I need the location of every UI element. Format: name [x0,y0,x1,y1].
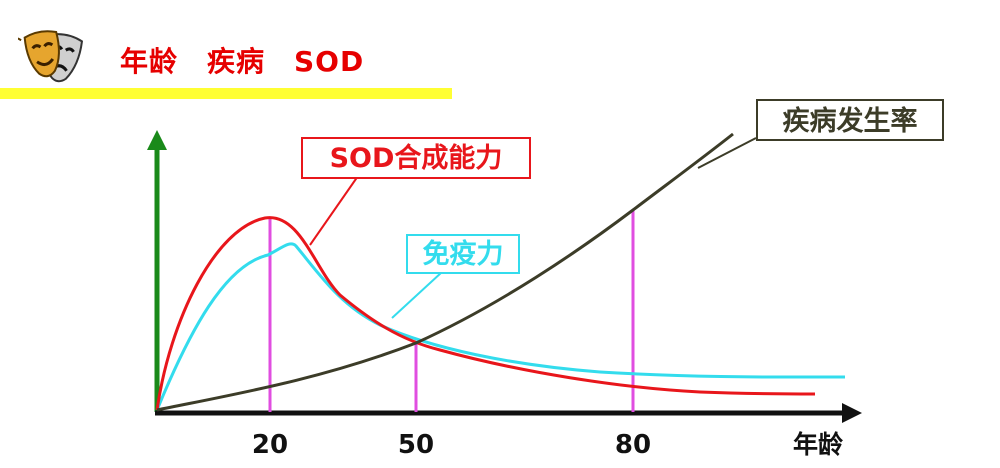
title-underline [0,88,452,99]
sod-leader-line [309,175,359,246]
slide-title: 年龄 疾病 SOD [120,45,365,78]
disease-leader-line [697,137,757,169]
x-axis-arrow [842,403,862,423]
sod-label-box [301,137,531,179]
slide-header: 年龄 疾病 SOD [0,0,1000,110]
immunity-label-box [406,234,520,274]
sod-curve [155,216,816,411]
sod-curve-label: SOD合成能力 [330,142,503,174]
immunity-leader-line [391,271,443,319]
immunity-curve-label: 免疫力 [423,238,504,270]
x-tick-label-50: 50 [398,430,434,460]
disease-curve [156,132,734,412]
theater-masks-icon [18,30,84,83]
x-tick-label-80: 80 [615,430,651,460]
y-axis-arrow [147,130,167,150]
x-axis-label: 年龄 [793,430,844,459]
disease-label-box [756,99,944,141]
disease-curve-label: 疾病发生率 [783,105,918,137]
x-tick-label-20: 20 [252,430,288,460]
